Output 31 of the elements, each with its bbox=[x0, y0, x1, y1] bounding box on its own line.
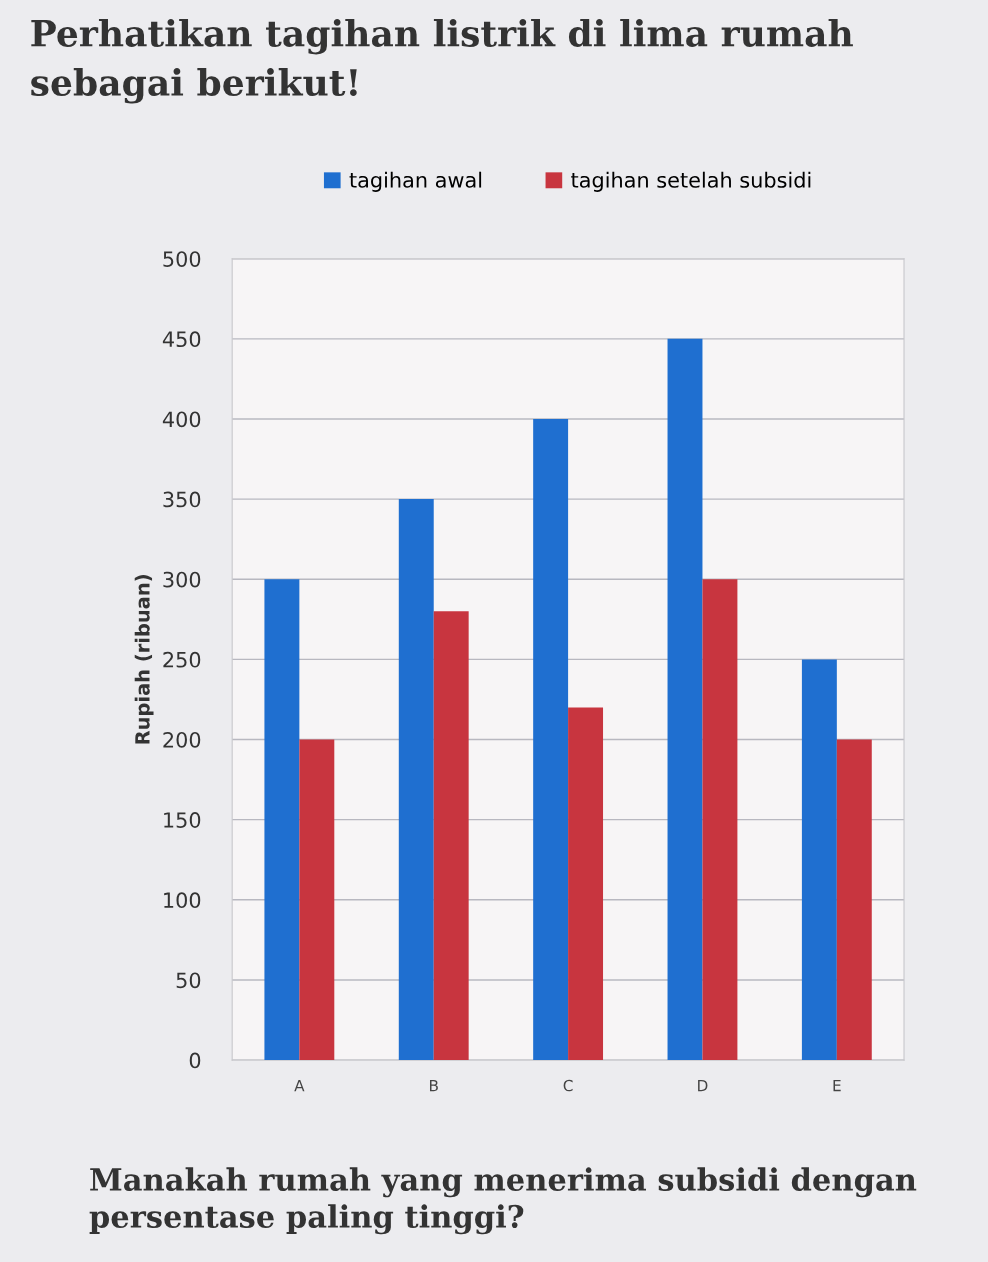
bar bbox=[398, 499, 434, 1061]
y-tick-label: 150 bbox=[164, 812, 201, 828]
y-tick-label: 450 bbox=[162, 331, 201, 348]
y-tick-label: 50 bbox=[176, 972, 201, 989]
bar bbox=[801, 659, 837, 1061]
bar bbox=[702, 579, 738, 1061]
chart-title: Perhatikan tagihan listrik di lima rumah sebagai berikut! bbox=[31, 18, 853, 104]
x-tick-label: E bbox=[833, 1079, 841, 1092]
y-axis-title: Rupiah (ribuan) bbox=[134, 575, 154, 744]
y-tick-label: 500 bbox=[163, 251, 201, 267]
bar bbox=[433, 611, 469, 1061]
bar bbox=[836, 739, 872, 1061]
y-tick-label: 250 bbox=[163, 651, 201, 668]
x-tick-label: C bbox=[563, 1079, 573, 1092]
y-tick-label: 200 bbox=[163, 731, 201, 748]
legend-label: tagihan awal bbox=[349, 171, 482, 192]
x-tick-label: B bbox=[429, 1079, 438, 1092]
bar bbox=[533, 418, 569, 1061]
bar bbox=[667, 338, 703, 1061]
bar bbox=[264, 579, 300, 1061]
y-tick-label: 400 bbox=[162, 411, 201, 428]
text: Manakah rumah yang menerima subsidi dengan persentase paling tinggi? bbox=[89, 1167, 917, 1235]
y-tick-label: 350 bbox=[163, 491, 201, 508]
y-tick-label: 300 bbox=[163, 571, 201, 588]
legend-label: tagihan setelah subsidi bbox=[571, 171, 811, 192]
bar bbox=[299, 739, 335, 1061]
x-tick-label: D bbox=[698, 1079, 708, 1092]
x-tick-label: A bbox=[294, 1079, 305, 1092]
y-tick-label: 0 bbox=[189, 1052, 201, 1069]
bar bbox=[568, 707, 604, 1061]
y-tick-label: 100 bbox=[164, 892, 201, 909]
